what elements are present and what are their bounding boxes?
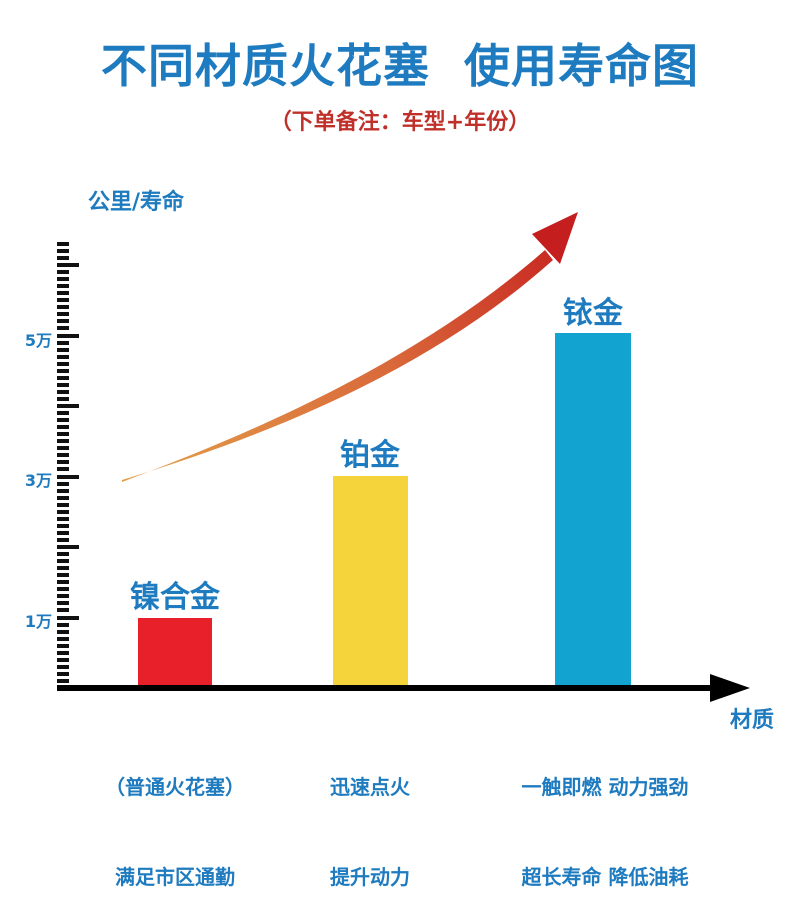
minor-tick — [57, 298, 69, 303]
minor-tick — [57, 255, 69, 260]
minor-tick — [57, 481, 69, 486]
minor-tick — [57, 629, 69, 634]
minor-tick — [57, 650, 69, 655]
minor-tick — [57, 516, 69, 521]
major-tick — [57, 263, 79, 267]
desc-line: 超长寿命 降低油耗 — [521, 865, 689, 889]
minor-tick — [57, 664, 69, 669]
desc-line: 满足市区通勤 — [115, 865, 235, 889]
minor-tick — [57, 502, 69, 507]
desc-line: 提升动力 — [330, 865, 410, 889]
bar-platinum — [333, 476, 408, 686]
minor-tick — [57, 382, 69, 387]
minor-tick — [57, 248, 69, 253]
minor-tick — [57, 241, 69, 246]
minor-tick — [57, 657, 69, 662]
minor-tick — [57, 354, 69, 359]
minor-tick — [57, 460, 69, 465]
minor-tick — [57, 509, 69, 514]
bar-iridium — [555, 333, 631, 686]
minor-tick — [57, 594, 69, 599]
minor-tick — [57, 601, 69, 606]
minor-tick — [57, 312, 69, 317]
major-tick — [57, 474, 79, 479]
x-axis-label: 材质 — [730, 708, 775, 733]
minor-tick — [57, 530, 69, 535]
minor-tick — [57, 270, 69, 275]
minor-tick — [57, 453, 69, 458]
minor-tick — [57, 446, 69, 451]
major-tick — [57, 545, 79, 549]
minor-tick — [57, 375, 69, 380]
trend-arrow-icon — [122, 212, 578, 482]
minor-tick — [57, 305, 69, 310]
minor-tick — [57, 389, 69, 394]
minor-tick — [57, 566, 69, 571]
minor-tick — [57, 587, 69, 592]
major-tick — [57, 404, 79, 408]
x-axis-line — [57, 685, 717, 691]
minor-tick — [57, 636, 69, 641]
minor-tick — [57, 671, 69, 676]
desc-line: 迅速点火 — [330, 775, 410, 799]
minor-tick — [57, 559, 69, 564]
category-desc-nickel-alloy: （普通火花塞） 满足市区通勤 — [75, 712, 275, 922]
minor-tick — [57, 291, 69, 296]
bar-label-platinum: 铂金 — [340, 438, 400, 473]
minor-tick — [57, 396, 69, 401]
bar-label-iridium: 铱金 — [563, 296, 623, 331]
minor-tick — [57, 439, 69, 444]
minor-tick — [57, 284, 69, 289]
category-desc-platinum: 迅速点火 提升动力 — [270, 712, 470, 922]
minor-tick — [57, 523, 69, 528]
major-tick — [57, 333, 79, 338]
minor-tick — [57, 573, 69, 578]
minor-tick — [57, 411, 69, 416]
minor-tick — [57, 643, 69, 648]
y-axis-ruler — [57, 190, 79, 690]
minor-tick — [57, 340, 69, 345]
minor-tick — [57, 622, 69, 627]
y-tick-label-3w: 3万 — [24, 471, 52, 490]
minor-tick — [57, 347, 69, 352]
minor-tick — [57, 495, 69, 500]
minor-tick — [57, 277, 69, 282]
desc-line: （普通火花塞） — [105, 775, 245, 799]
minor-tick — [57, 678, 69, 683]
minor-tick — [57, 368, 69, 373]
minor-tick — [57, 488, 69, 493]
minor-tick — [57, 432, 69, 437]
minor-tick — [57, 425, 69, 430]
minor-tick — [57, 537, 69, 542]
minor-tick — [57, 326, 69, 331]
y-axis-label: 公里/寿命 — [88, 190, 185, 215]
minor-tick — [57, 608, 69, 613]
minor-tick — [57, 552, 69, 557]
y-tick-label-5w: 5万 — [24, 331, 52, 350]
chart-title: 不同材质火花塞 使用寿命图 — [100, 39, 700, 93]
minor-tick — [57, 319, 69, 324]
x-axis-arrowhead-icon — [710, 674, 750, 702]
desc-line: 一触即燃 动力强劲 — [521, 775, 689, 799]
minor-tick — [57, 418, 69, 423]
bar-nickel-alloy — [138, 618, 212, 686]
major-tick — [57, 615, 79, 620]
minor-tick — [57, 361, 69, 366]
category-desc-iridium: 一触即燃 动力强劲 超长寿命 降低油耗 — [485, 712, 725, 922]
chart-subtitle: （下单备注：车型+年份） — [269, 110, 531, 135]
bar-label-nickel-alloy: 镍合金 — [130, 580, 220, 615]
y-tick-label-1w: 1万 — [24, 612, 52, 631]
minor-tick — [57, 467, 69, 472]
minor-tick — [57, 580, 69, 585]
